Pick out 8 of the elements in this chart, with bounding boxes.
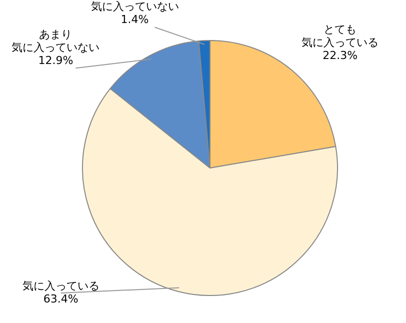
data-label: 22.3% [322,48,358,62]
slice-label: 気に入っている [22,279,100,292]
slice-label: 気に入っていない [90,0,179,14]
data-label: 1.4% [120,13,149,26]
data-label: 12.9% [38,54,74,68]
data-label: 63.4% [43,292,78,306]
slice-label: とても気に入っている [302,22,379,49]
slice-label: あまり気に入っていない [12,28,100,54]
